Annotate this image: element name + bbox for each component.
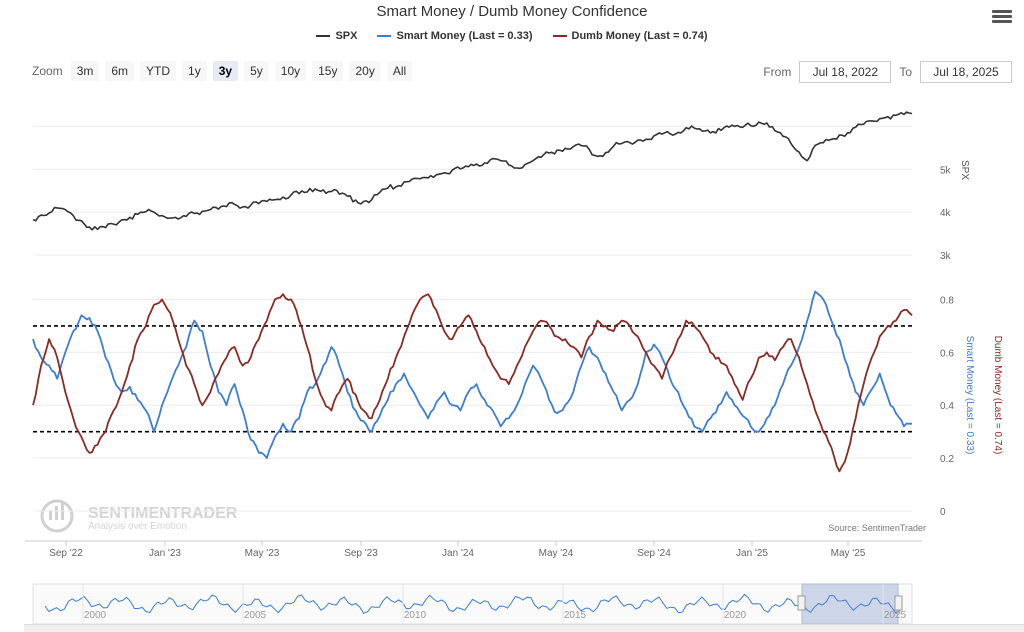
dumb-money-axis-title: Dumb Money (Last = 0.74) [992, 336, 1003, 455]
zoom-5y-button[interactable]: 5y [244, 61, 269, 81]
legend-item-dumb-money[interactable]: Dumb Money (Last = 0.74) [552, 30, 708, 42]
watermark: SENTIMENTRADER Analysis over Emotion [40, 499, 238, 533]
legend-swatch-smart-money [377, 35, 392, 37]
x-tick-label: May '24 [539, 548, 574, 559]
zoom-3m-button[interactable]: 3m [70, 61, 100, 81]
zoom-bar: Zoom 3m 6m YTD 1y 3y 5y 10y 15y 20y All [32, 61, 413, 81]
spx-axis-title: SPX [959, 160, 970, 180]
from-date-input[interactable]: Jul 18, 2022 [799, 61, 892, 83]
x-tick-label: May '25 [831, 548, 866, 559]
main-chart: SENTIMENTRADER Analysis over Emotion Sou… [25, 111, 1003, 559]
navigator-handle-left [797, 595, 806, 611]
confidence-tick-label: 0.6 [940, 348, 954, 359]
legend-label-spx: SPX [335, 30, 358, 42]
confidence-tick-label: 0 [940, 507, 946, 518]
spx-series-line [32, 111, 913, 231]
navigator-year-label: 2000 [84, 610, 107, 621]
navigator-series-line [44, 593, 901, 615]
to-label: To [899, 65, 912, 79]
horizontal-scrollbar[interactable] [24, 624, 1024, 632]
spx-tick-label: 3k [940, 251, 952, 262]
navigator-handle-right [894, 595, 903, 611]
navigator-year-label: 2025 [884, 610, 907, 621]
from-label: From [763, 65, 792, 79]
legend-swatch-spx [316, 35, 331, 37]
zoom-10y-button[interactable]: 10y [274, 61, 307, 81]
navigator[interactable]: 2000 2005 2010 2015 2020 2025 [0, 580, 1024, 628]
x-tick-label: May '23 [245, 548, 280, 559]
zoom-6m-button[interactable]: 6m [105, 61, 135, 81]
x-tick-label: Sep '22 [49, 548, 83, 559]
navigator-year-label: 2015 [564, 610, 587, 621]
zoom-1y-button[interactable]: 1y [182, 61, 207, 81]
legend-swatch-dumb-money [552, 35, 567, 37]
spx-tick-label: 5k [940, 165, 952, 176]
watermark-tagline: Analysis over Emotion [88, 521, 187, 532]
navigator-background [32, 583, 913, 625]
x-tick-label: Sep '23 [344, 548, 378, 559]
zoom-label: Zoom [32, 64, 63, 78]
navigator-year-label: 2005 [244, 610, 267, 621]
x-tick-label: Jan '24 [442, 548, 474, 559]
watermark-logo-icon [40, 499, 74, 533]
legend-item-spx[interactable]: SPX [316, 30, 357, 42]
x-tick-label: Jan '25 [736, 548, 768, 559]
to-date-input[interactable]: Jul 18, 2025 [920, 61, 1012, 83]
menu-icon[interactable] [992, 8, 1012, 26]
zoom-all-button[interactable]: All [386, 61, 413, 81]
source-label: Source: SentimenTrader [828, 523, 926, 533]
watermark-name: SENTIMENTRADER [88, 505, 238, 522]
zoom-15y-button[interactable]: 15y [312, 61, 344, 81]
zoom-3y-button[interactable]: 3y [212, 61, 239, 81]
navigator-year-label: 2020 [724, 610, 747, 621]
spx-tick-label: 4k [940, 208, 952, 219]
date-range: From Jul 18, 2022 To Jul 18, 2025 [763, 61, 1012, 83]
confidence-tick-label: 0.2 [940, 454, 954, 465]
legend-label-smart-money: Smart Money (Last = 0.33) [396, 30, 533, 42]
legend-item-smart-money[interactable]: Smart Money (Last = 0.33) [377, 30, 533, 42]
dumb-money-series-line [32, 293, 913, 473]
zoom-20y-button[interactable]: 20y [349, 61, 381, 81]
legend-label-dumb-money: Dumb Money (Last = 0.74) [571, 30, 708, 42]
chart-title: Smart Money / Dumb Money Confidence [376, 3, 648, 20]
confidence-tick-label: 0.4 [940, 401, 954, 412]
legend: SPX Smart Money (Last = 0.33) Dumb Money… [0, 30, 1024, 42]
smart-money-axis-title: Smart Money (Last = 0.33) [964, 336, 975, 455]
smart-money-series-line [32, 290, 913, 459]
zoom-ytd-button[interactable]: YTD [140, 61, 177, 81]
navigator-year-label: 2010 [404, 610, 427, 621]
x-tick-label: Jan '23 [149, 548, 181, 559]
x-tick-label: Sep '24 [637, 548, 671, 559]
confidence-tick-label: 0.8 [940, 295, 954, 306]
